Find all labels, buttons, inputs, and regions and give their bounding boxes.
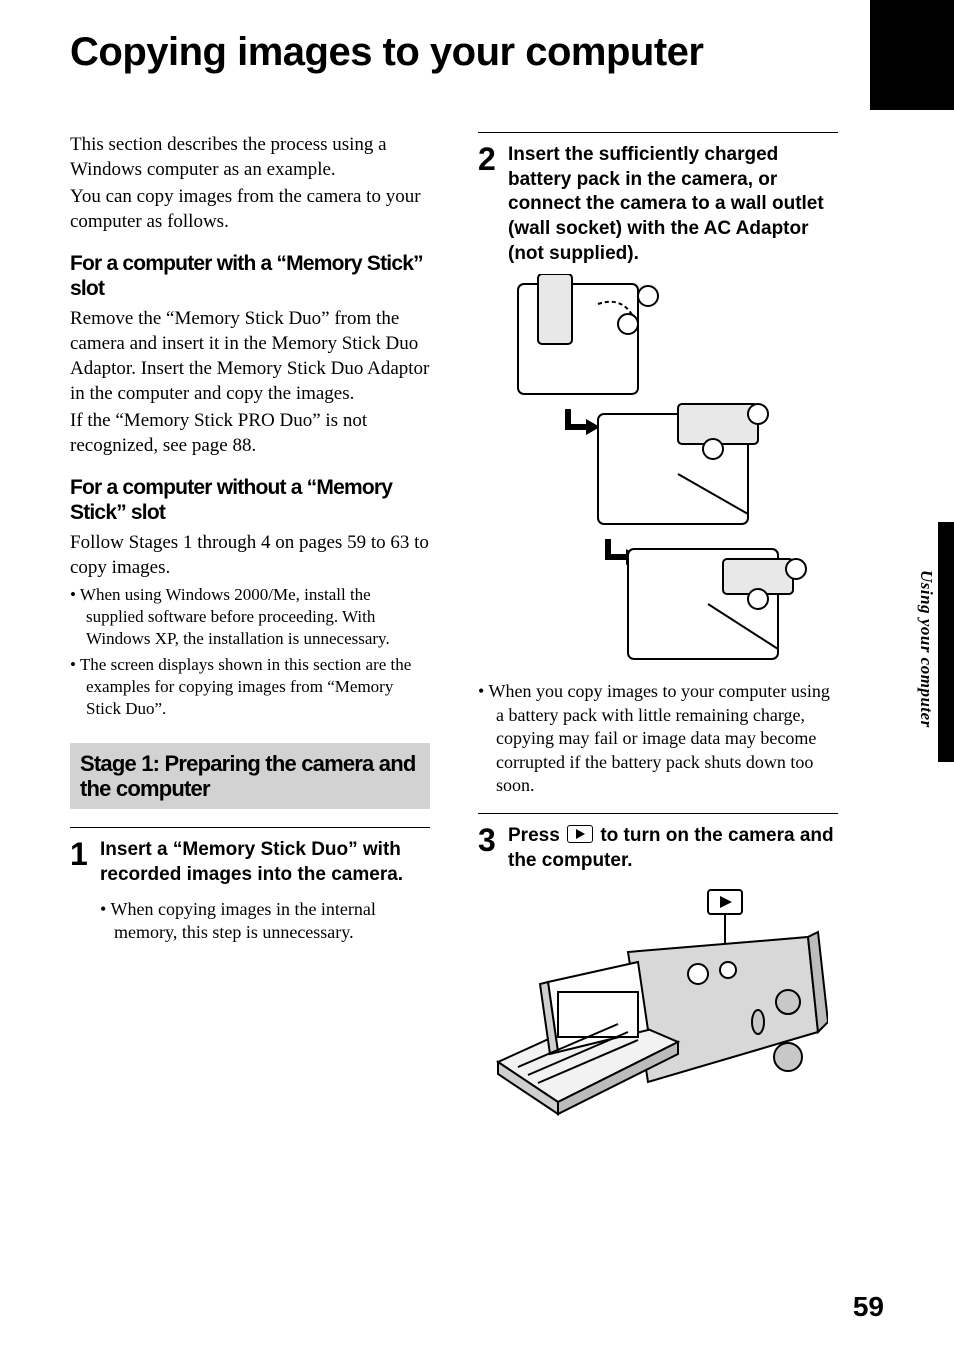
- step-number: 3: [478, 824, 496, 856]
- header-black-bar: [870, 0, 954, 110]
- note-item: When using Windows 2000/Me, install the …: [70, 584, 430, 650]
- notes-list: When using Windows 2000/Me, install the …: [70, 584, 430, 721]
- left-column: This section describes the process using…: [70, 132, 430, 1138]
- step-3: 3 Press to turn on the camera and the co…: [478, 824, 838, 873]
- intro-paragraph-2: You can copy images from the camera to y…: [70, 184, 430, 234]
- svg-text:2: 2: [709, 442, 716, 457]
- step-3-text-a: Press: [508, 825, 565, 846]
- note-item: The screen displays shown in this sectio…: [70, 654, 430, 720]
- svg-text:1: 1: [624, 317, 631, 332]
- step-number: 2: [478, 143, 496, 175]
- step-number: 1: [70, 838, 88, 870]
- stage-heading: Stage 1: Preparing the camera and the co…: [80, 751, 420, 802]
- sub1-paragraph-2: If the “Memory Stick PRO Duo” is not rec…: [70, 408, 430, 458]
- step-2-note: When you copy images to your computer us…: [478, 680, 838, 797]
- manual-page: Using your computer Copying images to yo…: [0, 0, 954, 1357]
- subheading-without-slot: For a computer without a “Memory Stick” …: [70, 476, 430, 526]
- subheading-with-slot: For a computer with a “Memory Stick” slo…: [70, 252, 430, 302]
- playback-button-icon: [567, 825, 593, 843]
- side-tab-bar: [938, 522, 954, 762]
- intro-paragraph-1: This section describes the process using…: [70, 132, 430, 182]
- section-side-label: Using your computer: [916, 570, 936, 728]
- page-title: Copying images to your computer: [70, 30, 884, 74]
- page-number: 59: [853, 1291, 884, 1323]
- sub1-paragraph-1: Remove the “Memory Stick Duo” from the c…: [70, 306, 430, 406]
- camera-laptop-illustration: [478, 882, 838, 1132]
- note-item: When you copy images to your computer us…: [478, 680, 838, 797]
- svg-text:1: 1: [792, 562, 799, 577]
- svg-text:1: 1: [754, 407, 761, 422]
- step-text: Insert the sufficiently charged battery …: [478, 143, 838, 266]
- step-1: 1 Insert a “Memory Stick Duo” with recor…: [70, 838, 430, 944]
- right-column: 2 Insert the sufficiently charged batter…: [478, 132, 838, 1138]
- battery-insert-illustration: 2 1 1 2: [478, 274, 838, 674]
- step-text: Insert a “Memory Stick Duo” with recorde…: [70, 838, 430, 887]
- sub2-paragraph-1: Follow Stages 1 through 4 on pages 59 to…: [70, 530, 430, 580]
- content-columns: This section describes the process using…: [70, 132, 884, 1138]
- step-2: 2 Insert the sufficiently charged batter…: [478, 143, 838, 266]
- divider: [478, 813, 838, 814]
- note-item: When copying images in the internal memo…: [100, 898, 430, 945]
- step-text: Press to turn on the camera and the comp…: [478, 824, 838, 873]
- divider: [478, 132, 838, 133]
- svg-text:2: 2: [754, 592, 761, 607]
- svg-text:2: 2: [644, 289, 651, 304]
- stage-heading-box: Stage 1: Preparing the camera and the co…: [70, 743, 430, 810]
- step-1-note: When copying images in the internal memo…: [70, 898, 430, 945]
- divider: [70, 827, 430, 828]
